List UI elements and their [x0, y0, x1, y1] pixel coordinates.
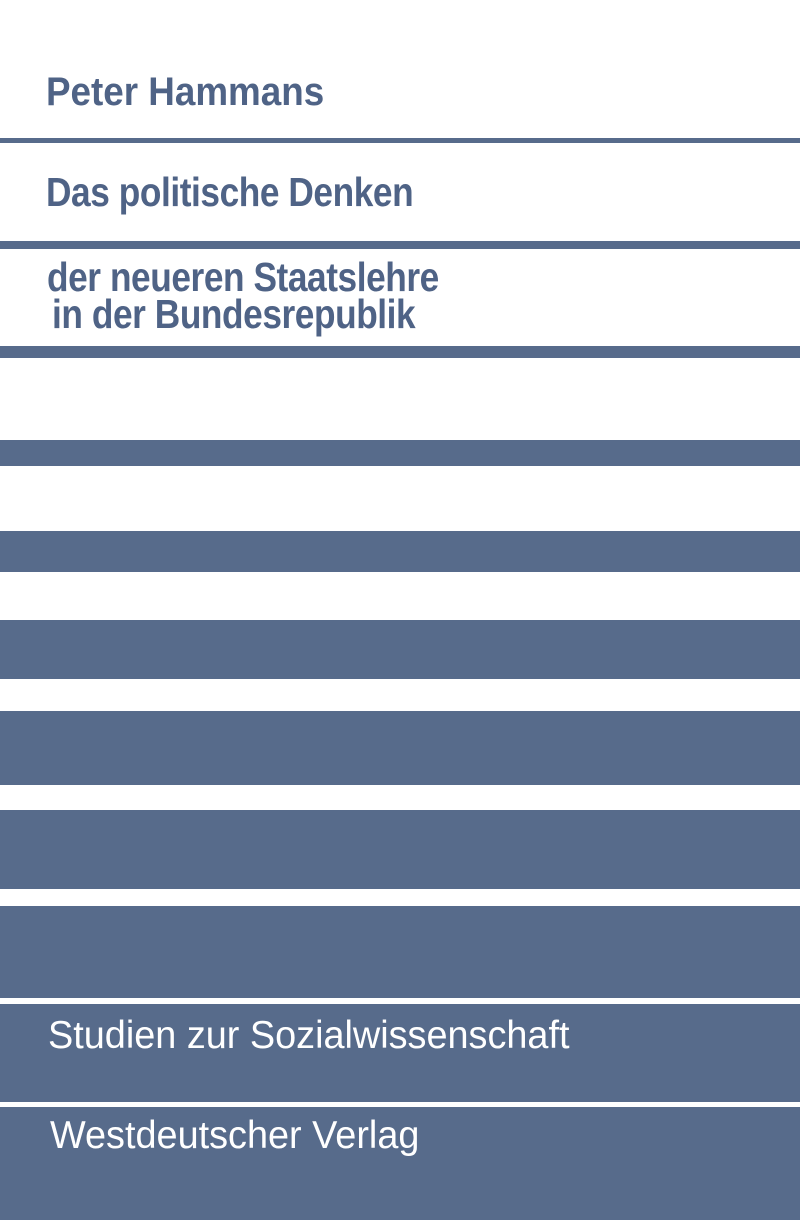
publisher-band	[0, 1107, 800, 1220]
publisher-name: Westdeutscher Verlag	[50, 1114, 420, 1157]
stripe-9	[0, 906, 800, 998]
author-name: Peter Hammans	[46, 70, 325, 114]
stripe-6	[0, 620, 800, 679]
stripe-7	[0, 711, 800, 785]
stripe-5	[0, 531, 800, 572]
stripe-2	[0, 241, 800, 249]
stripe-8	[0, 810, 800, 889]
series-title: Studien zur Sozialwissenschaft	[48, 1014, 570, 1057]
stripe-1	[0, 138, 800, 143]
stripe-4	[0, 440, 800, 466]
title-line-2: der neueren Staatslehre	[47, 254, 439, 300]
title-line-3: in der Bundesrepublik	[52, 291, 416, 337]
series-band	[0, 1004, 800, 1102]
stripe-3	[0, 346, 800, 358]
title-line-1: Das politische Denken	[46, 169, 414, 215]
